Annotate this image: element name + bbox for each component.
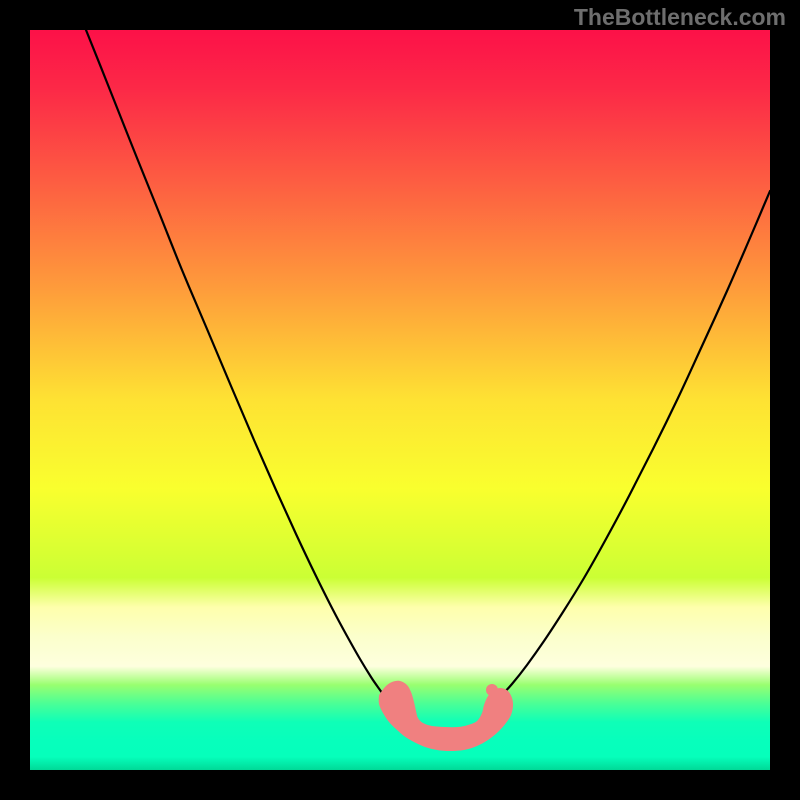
right-curve <box>484 191 770 712</box>
right-dot <box>486 684 498 696</box>
left-curve <box>86 30 393 708</box>
plot-area <box>30 30 770 770</box>
watermark-text: TheBottleneck.com <box>574 4 786 31</box>
chart-frame: TheBottleneck.com <box>0 0 800 800</box>
curve-layer <box>30 30 770 770</box>
